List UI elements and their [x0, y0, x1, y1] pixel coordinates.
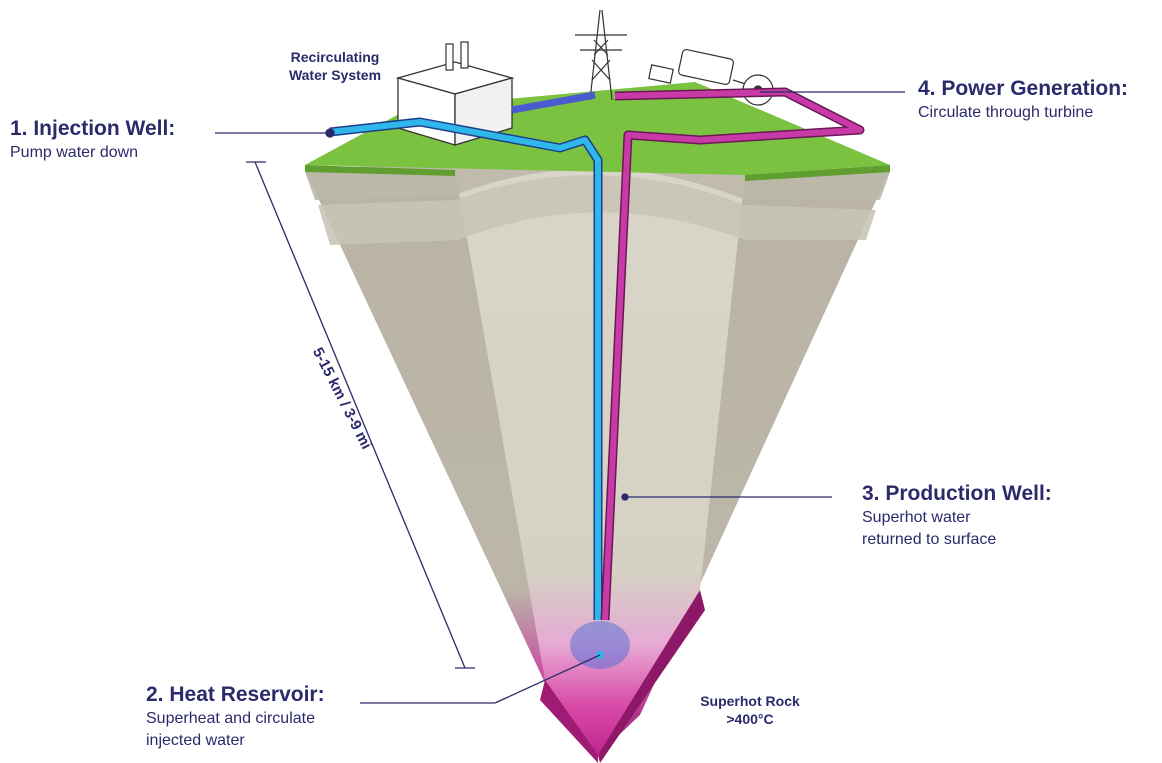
grass-edge: [745, 165, 890, 181]
power-generation-title: 4. Power Generation:: [918, 77, 1129, 100]
superhot-rock-line-2: >400°C: [726, 711, 774, 727]
production-well-desc-1: Superhot water: [862, 509, 971, 526]
recirculating-line-2: Water System: [288, 67, 382, 83]
rock-face-front-left: [540, 680, 598, 763]
heat-reservoir-label: 2. Heat Reservoir: Superheat and circula…: [146, 682, 325, 752]
recirculating-label: Recirculating Water System: [270, 48, 400, 84]
rock-face-front-right: [598, 590, 705, 763]
recirculating-line-1: Recirculating: [290, 49, 380, 65]
heat-reservoir-title: 2. Heat Reservoir:: [146, 683, 325, 706]
production-well-desc-2: returned to surface: [862, 531, 997, 548]
injection-well-desc: Pump water down: [10, 144, 139, 161]
heat-reservoir-zone: [570, 621, 630, 669]
production-well-title: 3. Production Well:: [862, 482, 1052, 505]
superhot-rock-label: Superhot Rock >400°C: [690, 692, 810, 728]
production-well-label: 3. Production Well: Superhot water retur…: [862, 481, 1052, 551]
power-generation-label: 4. Power Generation: Circulate through t…: [918, 76, 1128, 124]
rock-face-left: [305, 160, 598, 755]
injection-well-label: 1. Injection Well: Pump water down: [10, 116, 175, 164]
injection-well-title: 1. Injection Well:: [10, 117, 176, 140]
heat-reservoir-desc-1: Superheat and circulate: [146, 710, 315, 727]
power-generation-desc: Circulate through turbine: [918, 104, 1094, 121]
grass-edge: [305, 165, 455, 176]
superhot-rock-line-1: Superhot Rock: [700, 693, 800, 709]
heat-reservoir-desc-2: injected water: [146, 732, 245, 749]
leader-lines: [215, 91, 905, 704]
power-tower-icon: [575, 9, 627, 101]
